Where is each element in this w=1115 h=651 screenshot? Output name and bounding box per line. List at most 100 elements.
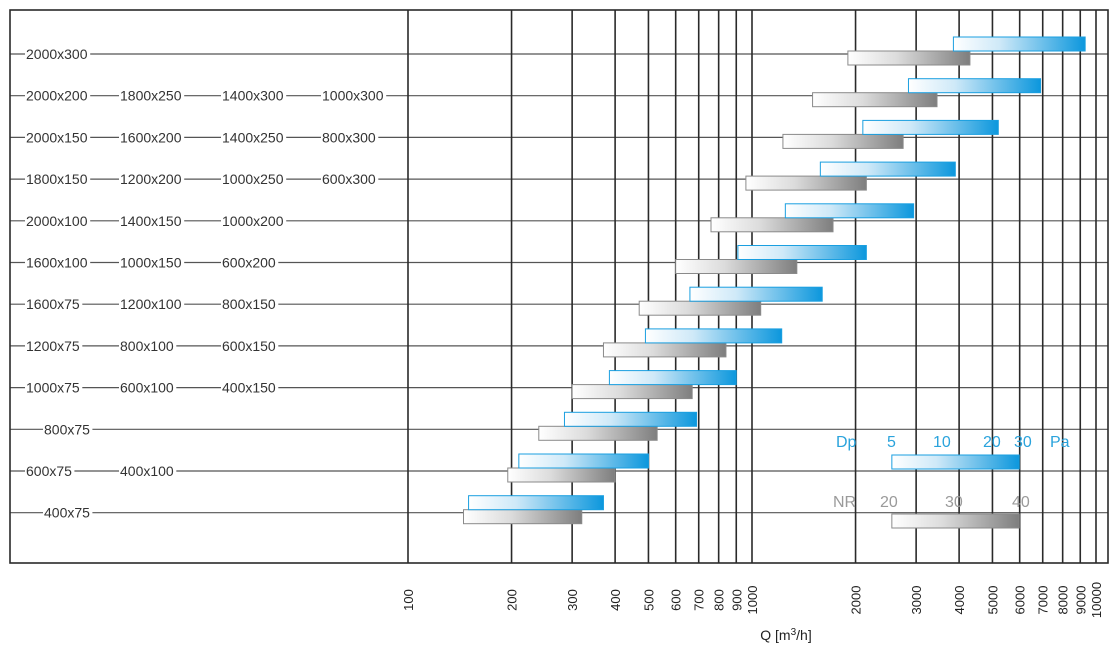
size-label-backdrop — [25, 463, 75, 479]
duct-size-label: 1000x75 — [26, 380, 80, 396]
x-tick-label: 800 — [712, 589, 727, 611]
size-label-backdrop — [119, 379, 177, 396]
nr-range-bar — [507, 467, 616, 483]
duct-size-label: 400x150 — [222, 380, 276, 396]
size-label-backdrop — [25, 46, 91, 62]
duct-size-label: 1600x100 — [26, 255, 88, 271]
size-label-backdrop — [221, 254, 279, 271]
x-tick-label: 10000 — [1089, 582, 1104, 618]
x-tick-label: 6000 — [1013, 586, 1028, 615]
horizontal-gridlines — [10, 53, 1108, 514]
dp-range-bar — [952, 36, 1086, 52]
x-tick-label: 8000 — [1056, 586, 1071, 615]
x-tick-label: 600 — [669, 589, 684, 611]
dp-range-bar — [907, 78, 1042, 94]
size-label-backdrop — [25, 212, 91, 229]
x-tick-label: 3000 — [909, 586, 924, 615]
size-label-backdrop — [221, 129, 287, 146]
duct-size-label: 1800x250 — [120, 88, 182, 104]
size-label-backdrop — [221, 296, 279, 313]
size-label-backdrop — [25, 379, 83, 396]
duct-size-label: 600x150 — [222, 338, 276, 354]
duct-size-label: 400x75 — [44, 505, 90, 521]
duct-size-label: 1000x200 — [222, 213, 284, 229]
size-label-backdrop — [119, 254, 185, 271]
legend-nr-tick: 30 — [945, 494, 963, 511]
nr-range-bar — [638, 300, 762, 316]
nr-range-bar — [812, 92, 938, 108]
dp-range-bar — [862, 119, 999, 135]
size-label-backdrop — [25, 337, 83, 354]
x-tick-label: 5000 — [985, 586, 1000, 615]
size-label-backdrop — [221, 87, 287, 104]
duct-size-label: 800x100 — [120, 338, 174, 354]
nr-range-bar — [538, 425, 658, 441]
size-label-backdrop — [119, 212, 185, 229]
duct-size-label: 1600x75 — [26, 296, 80, 312]
legend-dp-bar — [891, 454, 1020, 470]
duct-size-label: 800x75 — [44, 421, 90, 437]
duct-size-label: 1400x300 — [222, 88, 284, 104]
nr-range-bar — [463, 509, 583, 525]
size-label-backdrop — [221, 212, 287, 229]
x-tick-label: 4000 — [952, 586, 967, 615]
duct-size-label: 2000x200 — [26, 88, 88, 104]
x-tick-label: 300 — [565, 589, 580, 611]
duct-size-label: 1000x250 — [222, 171, 284, 187]
legend: Dp 5 10 20 30 Pa NR 20 30 40 — [833, 434, 1070, 529]
size-label-backdrop — [221, 171, 287, 188]
x-tick-label: 500 — [641, 589, 656, 611]
x-tick-label: 7000 — [1036, 586, 1051, 615]
size-label-backdrop — [119, 463, 177, 479]
duct-size-label: 2000x100 — [26, 213, 88, 229]
size-label-backdrop — [25, 129, 91, 146]
duct-size-label: 600x300 — [322, 171, 376, 187]
duct-size-label: 800x300 — [322, 129, 376, 145]
duct-size-label: 1600x200 — [120, 129, 182, 145]
size-label-backdrop — [25, 254, 91, 271]
dp-range-bar — [819, 161, 956, 177]
nr-range-bar — [602, 342, 727, 358]
duct-size-label: 600x200 — [222, 255, 276, 271]
duct-size-label: 1000x150 — [120, 255, 182, 271]
x-axis-label: Q [m3/h] — [760, 627, 811, 644]
dp-range-bar — [468, 495, 604, 511]
legend-dp-unit: Pa — [1050, 434, 1070, 451]
x-tick-label: 700 — [692, 589, 707, 611]
x-tick-label: 1000 — [745, 586, 760, 615]
size-label-backdrop — [43, 421, 93, 438]
nr-range-bar — [675, 259, 798, 274]
dp-range-bar — [563, 411, 698, 427]
plot-frame — [9, 9, 1109, 564]
x-tick-label: 200 — [505, 589, 520, 611]
duct-size-label: 1200x200 — [120, 171, 182, 187]
duct-size-label: 1200x75 — [26, 338, 80, 354]
duct-size-label: 600x75 — [26, 463, 72, 479]
legend-nr-tick: 20 — [880, 494, 898, 511]
legend-dp-tick: 10 — [933, 434, 951, 451]
duct-size-label: 1800x150 — [26, 171, 88, 187]
size-label-backdrop — [25, 87, 91, 104]
size-label-backdrop — [119, 296, 185, 313]
size-label-backdrop — [43, 504, 93, 521]
size-label-backdrop — [119, 337, 177, 354]
duct-size-labels: 2000x300 2000x200 1800x250 1400x300 1000x300… — [25, 46, 387, 521]
dp-range-bar — [608, 370, 737, 386]
x-tick-label: 400 — [608, 589, 623, 611]
x-tick-labels: 100 200 300 400 500 600 700 800 900 1000 2000 3000 4… — [401, 582, 1104, 618]
duct-size-label: 400x100 — [120, 463, 174, 479]
dp-range-bar — [784, 203, 915, 219]
dp-range-bar — [689, 286, 823, 302]
range-bars — [463, 36, 1086, 525]
legend-dp-tick: 30 — [1014, 434, 1032, 451]
nr-range-bar — [571, 384, 693, 400]
size-label-backdrop — [321, 171, 379, 188]
size-label-backdrop — [25, 296, 83, 313]
dp-range-bar — [644, 328, 783, 344]
duct-size-label: 2000x300 — [26, 46, 88, 62]
dp-range-bar — [737, 245, 867, 260]
legend-dp-tick: 20 — [983, 434, 1001, 451]
legend-dp-tick: 5 — [887, 434, 896, 451]
size-label-backdrop — [321, 87, 387, 104]
duct-size-label: 1000x300 — [322, 88, 384, 104]
